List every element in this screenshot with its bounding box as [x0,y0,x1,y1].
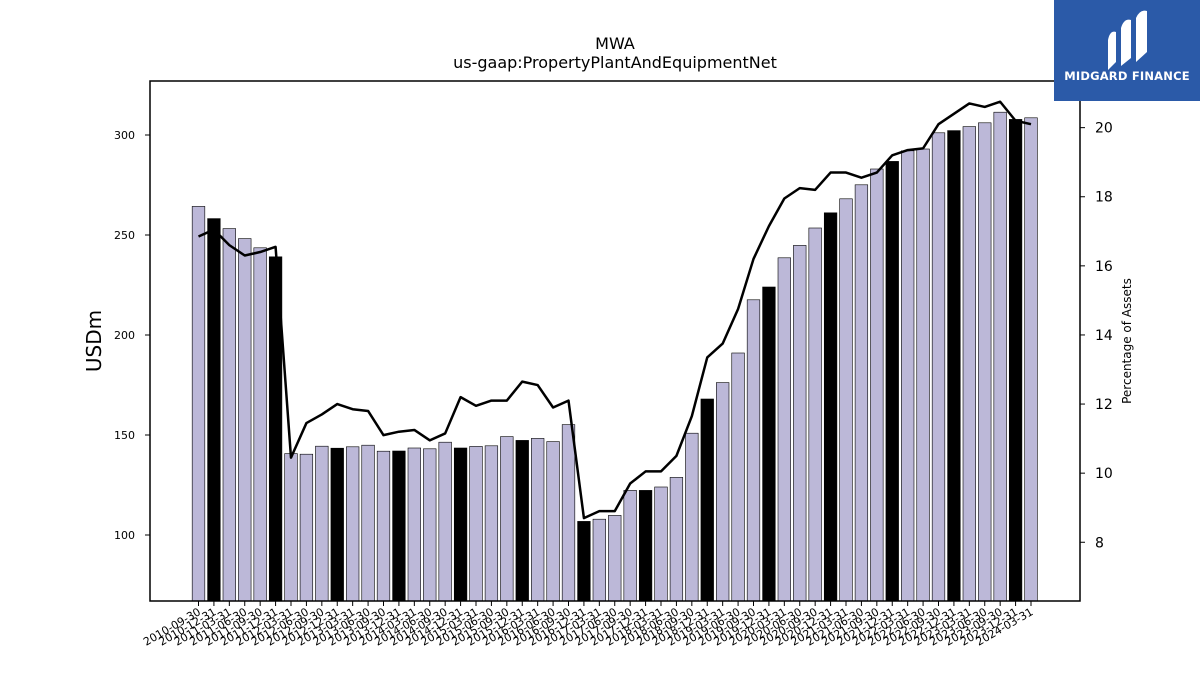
bar-2011-06-30 [238,238,252,602]
bar-2016-03-31 [531,438,545,602]
y-tick-label: 150 [114,429,135,442]
y-tick-label: 100 [114,529,135,542]
y-tick-label: 200 [114,329,135,342]
bar-2013-03-31 [346,446,360,602]
brand-logo: MIDGARD FINANCE [1054,0,1200,101]
bar-2013-12-31 [392,450,406,602]
y2-axis-label: Percentage of Assets [1120,278,1134,404]
bar-2016-09-30 [561,424,576,602]
y-axis-right: 8 10 12 14 16 18 20 [1080,121,1113,551]
bar-2022-03-31 [901,150,915,602]
bar-2016-12-31 [577,521,591,602]
chart-subtitle: us-gaap:PropertyPlantAndEquipmentNet [453,53,777,72]
bar-2015-09-30 [500,436,514,602]
bar-2017-12-31 [638,490,653,602]
bar-2012-09-30 [315,445,329,602]
bar-2015-03-31 [469,446,483,602]
bar-2013-09-30 [376,450,391,602]
y2-tick-label: 18 [1095,190,1113,206]
bar-2013-06-30 [361,444,375,602]
y2-tick-label: 14 [1095,328,1113,344]
bar-2014-06-30 [423,448,437,602]
bar-2022-06-30 [916,148,930,602]
bar-2017-06-30 [608,515,622,602]
bar-2021-03-31 [839,198,853,602]
bar-2022-12-31 [947,130,961,602]
bar-2017-09-30 [623,490,637,602]
bar-2019-12-31 [762,286,776,602]
bar-2020-12-31 [823,212,838,602]
bar-2023-12-31 [1008,119,1023,602]
bar-2020-09-30 [808,227,822,602]
x-axis: 2010-09-302010-12-312011-03-312011-06-30… [141,601,1036,649]
bar-2024-03-31 [1024,117,1038,602]
bar-2015-12-31 [515,440,529,602]
bar-2023-06-30 [978,122,992,602]
bar-2012-12-31 [330,447,344,602]
bar-2023-03-31 [962,126,976,602]
midgard-logo-icon [1108,10,1147,70]
bar-2014-09-30 [438,441,452,602]
bar-2021-12-31 [885,161,899,602]
bar-2012-06-30 [299,453,314,602]
bar-2019-03-31 [716,382,730,602]
bar-2011-09-30 [253,247,267,602]
bar-2014-03-31 [407,447,421,602]
bar-2018-09-30 [685,432,699,602]
bar-2018-06-30 [669,477,684,602]
bar-2011-03-31 [222,228,236,602]
bar-group [191,111,1038,602]
bar-2015-06-30 [484,445,499,602]
bar-2022-09-30 [931,132,946,602]
bar-2018-03-31 [654,486,668,602]
percentage-line-group [197,100,1032,520]
bar-2019-06-30 [731,352,745,602]
y2-tick-label: 8 [1095,535,1104,551]
bar-2017-03-31 [592,518,606,602]
bar-2021-06-30 [854,184,869,602]
percentage-of-assets-line [197,100,1032,520]
chart-title: MWA [595,34,635,53]
y-axis-left: 100 150 200 250 300 [114,129,150,542]
bar-2021-09-30 [870,168,884,602]
bar-2016-06-30 [546,441,560,602]
bar-2020-03-31 [777,257,791,602]
y2-tick-label: 16 [1095,259,1113,275]
bar-2020-06-30 [793,245,807,602]
y-tick-label: 250 [114,229,135,242]
y2-tick-label: 20 [1095,121,1113,137]
y-tick-label: 300 [114,129,135,142]
y2-tick-label: 10 [1095,466,1113,482]
bar-2012-03-31 [284,453,298,602]
bar-2023-09-30 [993,111,1007,602]
bar-2019-09-30 [746,299,761,602]
bar-2014-12-31 [453,447,468,602]
logo-text: MIDGARD FINANCE [1064,69,1190,83]
bar-2018-12-31 [700,398,714,602]
bar-2010-12-31 [207,218,221,602]
y-axis-label: USDm [82,310,106,372]
y2-tick-label: 12 [1095,397,1113,413]
bar-2010-09-30 [191,206,206,602]
